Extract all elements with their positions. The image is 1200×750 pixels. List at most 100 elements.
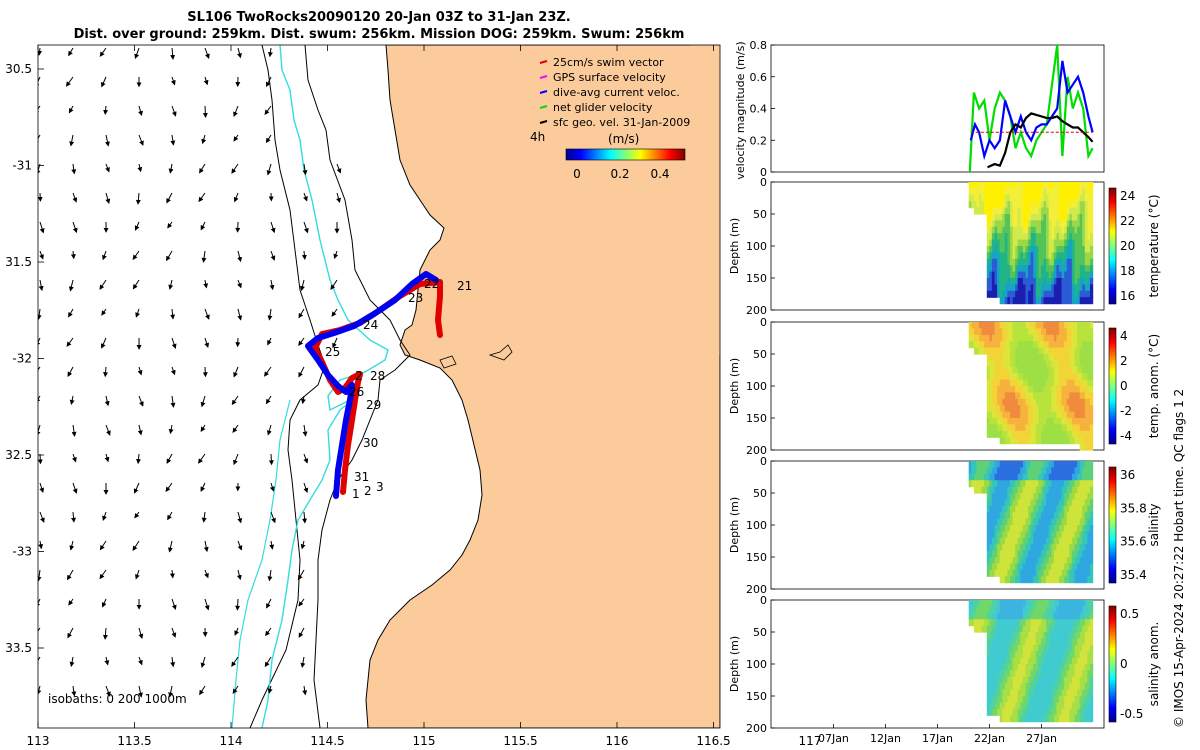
heatmap-cell	[1038, 537, 1042, 545]
heatmap-cell	[1002, 569, 1006, 577]
heatmap-cell	[1056, 632, 1060, 639]
heatmap-cell	[1074, 550, 1078, 558]
heatmap-cell	[971, 182, 975, 189]
heatmap-cell	[1090, 258, 1094, 266]
heatmap-cell	[1048, 386, 1052, 393]
heatmap-cell	[1041, 201, 1045, 209]
heatmap-cell	[1069, 278, 1073, 285]
heatmap-cell	[1064, 347, 1068, 355]
heatmap-cell	[986, 651, 990, 659]
heatmap-cell	[1022, 612, 1027, 620]
heatmap-cell	[1002, 258, 1006, 266]
heatmap-cell	[1017, 366, 1021, 374]
heatmap-cell	[1046, 550, 1050, 558]
velocity-ylabel: velocity magnitude (m/s)	[734, 41, 747, 179]
heatmap-cell	[1069, 341, 1073, 349]
heatmap-cell	[979, 625, 983, 633]
heatmap-cell	[1033, 386, 1037, 393]
heatmap-cell	[973, 600, 978, 607]
heatmap-cell	[968, 322, 972, 329]
section-heatmap	[968, 600, 1094, 723]
heatmap-cell	[1082, 194, 1086, 202]
heatmap-cell	[1056, 418, 1060, 425]
heatmap-cell	[997, 411, 1001, 419]
heatmap-cell	[1056, 246, 1060, 253]
heatmap-cell	[1053, 600, 1058, 607]
velocity-arrow	[170, 395, 176, 408]
heatmap-cell	[1051, 708, 1055, 716]
heatmap-cell	[997, 424, 1001, 432]
heatmap-cell	[1010, 284, 1014, 292]
velocity-arrow	[201, 134, 207, 145]
colorbar-tick-label: 0	[1120, 379, 1128, 393]
heatmap-cell	[1015, 702, 1019, 710]
heatmap-cell	[1051, 424, 1055, 432]
heatmap-cell	[1012, 638, 1016, 646]
heatmap-cell	[1064, 360, 1068, 368]
heatmap-cell	[1022, 563, 1027, 571]
heatmap-cell	[1059, 651, 1063, 659]
heatmap-cell	[1056, 576, 1060, 584]
heatmap-cell	[1033, 664, 1037, 671]
heatmap-cell	[973, 201, 978, 209]
heatmap-cell	[1030, 360, 1034, 368]
heatmap-cell	[1030, 664, 1034, 671]
heatmap-cell	[999, 214, 1003, 221]
heatmap-cell	[1030, 461, 1034, 468]
heatmap-cell	[1033, 576, 1037, 584]
heatmap-cell	[1087, 284, 1091, 292]
heatmap-cell	[1012, 670, 1016, 678]
heatmap-cell	[1064, 297, 1068, 305]
heatmap-cell	[1028, 220, 1032, 228]
heatmap-cell	[1064, 569, 1068, 577]
heatmap-cell	[1071, 473, 1076, 481]
velocity-arrow	[102, 511, 107, 521]
heatmap-cell	[1020, 531, 1024, 539]
heatmap-cell	[1061, 606, 1065, 614]
heatmap-cell	[1090, 537, 1094, 545]
day-label: 30	[363, 436, 378, 450]
heatmap-cell	[1056, 606, 1060, 614]
heatmap-cell	[1084, 638, 1088, 646]
heatmap-cell	[1015, 297, 1019, 305]
heatmap-cell	[1046, 708, 1050, 716]
heatmap-cell	[1043, 239, 1047, 247]
colorbar-tick-label: 35.8	[1120, 501, 1147, 515]
heatmap-cell	[1007, 467, 1011, 475]
heatmap-cell	[1025, 544, 1029, 552]
heatmap-cell	[1012, 467, 1016, 475]
heatmap-cell	[1077, 207, 1081, 215]
heatmap-cell	[1020, 670, 1024, 678]
heatmap-cell	[1017, 398, 1021, 406]
heatmap-cell	[1012, 373, 1016, 381]
heatmap-cell	[997, 657, 1001, 665]
heatmap-cell	[991, 708, 996, 716]
heatmap-cell	[1069, 182, 1073, 189]
heatmap-cell	[1069, 473, 1073, 481]
heatmap-cell	[1022, 328, 1027, 336]
heatmap-cell	[997, 392, 1001, 400]
heatmap-cell	[1017, 702, 1021, 710]
heatmap-cell	[1051, 557, 1055, 564]
heatmap-cell	[1059, 576, 1063, 584]
velocity-arrow	[336, 192, 341, 204]
heatmap-cell	[1079, 467, 1083, 475]
heatmap-cell	[986, 486, 990, 494]
heatmap-cell	[1030, 632, 1034, 639]
heatmap-cell	[1017, 246, 1021, 253]
heatmap-cell	[1069, 537, 1073, 545]
heatmap-cell	[1056, 360, 1060, 368]
heatmap-cell	[1046, 373, 1050, 381]
heatmap-cell	[1020, 392, 1024, 400]
heatmap-cell	[1046, 499, 1050, 507]
velocity-arrow	[103, 366, 109, 378]
heatmap-cell	[1020, 467, 1024, 475]
heatmap-cell	[1056, 373, 1060, 381]
heatmap-cell	[1007, 461, 1011, 468]
heatmap-cell	[1038, 676, 1042, 684]
heatmap-cell	[1004, 708, 1008, 716]
heatmap-cell	[1028, 322, 1032, 329]
day-label: 23	[408, 291, 423, 305]
heatmap-cell	[1007, 499, 1011, 507]
heatmap-cell	[989, 398, 993, 406]
